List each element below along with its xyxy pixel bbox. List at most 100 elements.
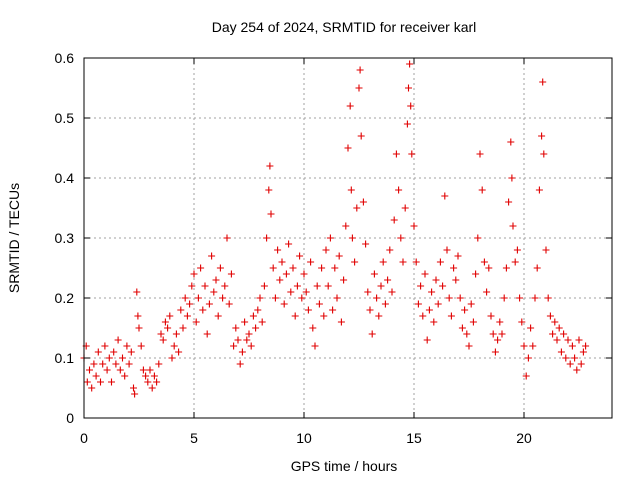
data-point (368, 330, 376, 338)
data-point (168, 354, 176, 362)
data-point (454, 252, 462, 260)
data-point (234, 336, 242, 344)
axis-ticks: 0 0.1 0.2 0.3 0.4 0.5 0.6 0 5 10 15 20 (55, 50, 612, 446)
data-point (564, 336, 572, 344)
data-point (522, 372, 530, 380)
data-point (441, 192, 449, 200)
data-point (103, 366, 111, 374)
y-tick-label: 0.6 (55, 50, 75, 66)
data-point (333, 294, 341, 302)
data-point (478, 186, 486, 194)
data-point (130, 384, 137, 392)
data-point (445, 294, 453, 302)
data-point (137, 342, 145, 350)
x-tick-label: 5 (190, 430, 198, 446)
data-point (562, 354, 570, 362)
data-point (278, 258, 286, 266)
data-point (533, 264, 541, 272)
data-point (373, 294, 381, 302)
data-point (282, 270, 290, 278)
data-point (544, 294, 552, 302)
data-point (500, 294, 508, 302)
data-point (375, 312, 383, 320)
data-point (203, 330, 211, 338)
data-point (194, 294, 202, 302)
data-point (131, 390, 139, 398)
data-point (232, 324, 240, 332)
data-point (582, 342, 590, 350)
data-point (170, 342, 178, 350)
data-point (531, 294, 539, 302)
data-point (142, 372, 150, 380)
x-tick-label: 10 (296, 430, 312, 446)
data-point (225, 300, 233, 308)
data-point (212, 276, 220, 284)
data-point (458, 324, 466, 332)
data-point (487, 312, 495, 320)
data-point (355, 84, 363, 92)
data-point (179, 324, 187, 332)
data-point (557, 348, 565, 356)
chart-title: Day 254 of 2024, SRMTID for receiver kar… (212, 19, 477, 35)
data-point (560, 330, 568, 338)
data-point (480, 258, 488, 266)
data-point (304, 306, 312, 314)
data-point (108, 378, 115, 386)
data-point (331, 264, 339, 272)
data-point (450, 264, 458, 272)
data-point (144, 378, 152, 386)
data-point (579, 348, 587, 356)
data-point (452, 276, 460, 284)
y-tick-label: 0.4 (55, 170, 75, 186)
data-point (417, 282, 425, 290)
data-point (436, 258, 444, 266)
data-point (456, 294, 464, 302)
y-tick-label: 0 (66, 410, 74, 426)
data-point (208, 252, 216, 260)
data-point (408, 150, 416, 158)
data-point (127, 348, 135, 356)
data-point (263, 234, 271, 242)
data-point (155, 360, 163, 368)
data-point (205, 300, 213, 308)
x-tick-label: 20 (516, 430, 532, 446)
data-point (539, 78, 547, 86)
data-point (260, 282, 268, 290)
data-point (183, 312, 191, 320)
data-point (498, 330, 506, 338)
data-point (216, 264, 224, 272)
data-point (472, 270, 480, 278)
data-point (516, 294, 524, 302)
data-point (511, 258, 519, 266)
data-point (86, 366, 93, 374)
data-point (538, 132, 546, 140)
data-point (524, 354, 532, 362)
data-point (116, 366, 124, 374)
data-point (347, 186, 355, 194)
data-point (377, 282, 385, 290)
data-point (188, 282, 196, 290)
data-point (370, 270, 378, 278)
data-point (159, 336, 167, 344)
data-point (230, 342, 238, 350)
data-point (505, 198, 513, 206)
data-point (434, 300, 442, 308)
data-point (491, 348, 499, 356)
data-point (397, 234, 405, 242)
data-point (494, 336, 502, 344)
data-point (105, 354, 113, 362)
data-point (94, 348, 102, 356)
data-point (507, 138, 515, 146)
y-tick-label: 0.5 (55, 110, 75, 126)
data-point (219, 294, 227, 302)
data-point (425, 306, 433, 314)
data-point (535, 186, 543, 194)
y-axis-label: SRMTID / TECUs (6, 183, 22, 293)
data-point (412, 258, 420, 266)
data-point (476, 150, 484, 158)
data-point (356, 66, 364, 74)
data-point (406, 60, 414, 68)
data-point (271, 294, 279, 302)
data-point (346, 102, 354, 110)
data-point (307, 258, 315, 266)
